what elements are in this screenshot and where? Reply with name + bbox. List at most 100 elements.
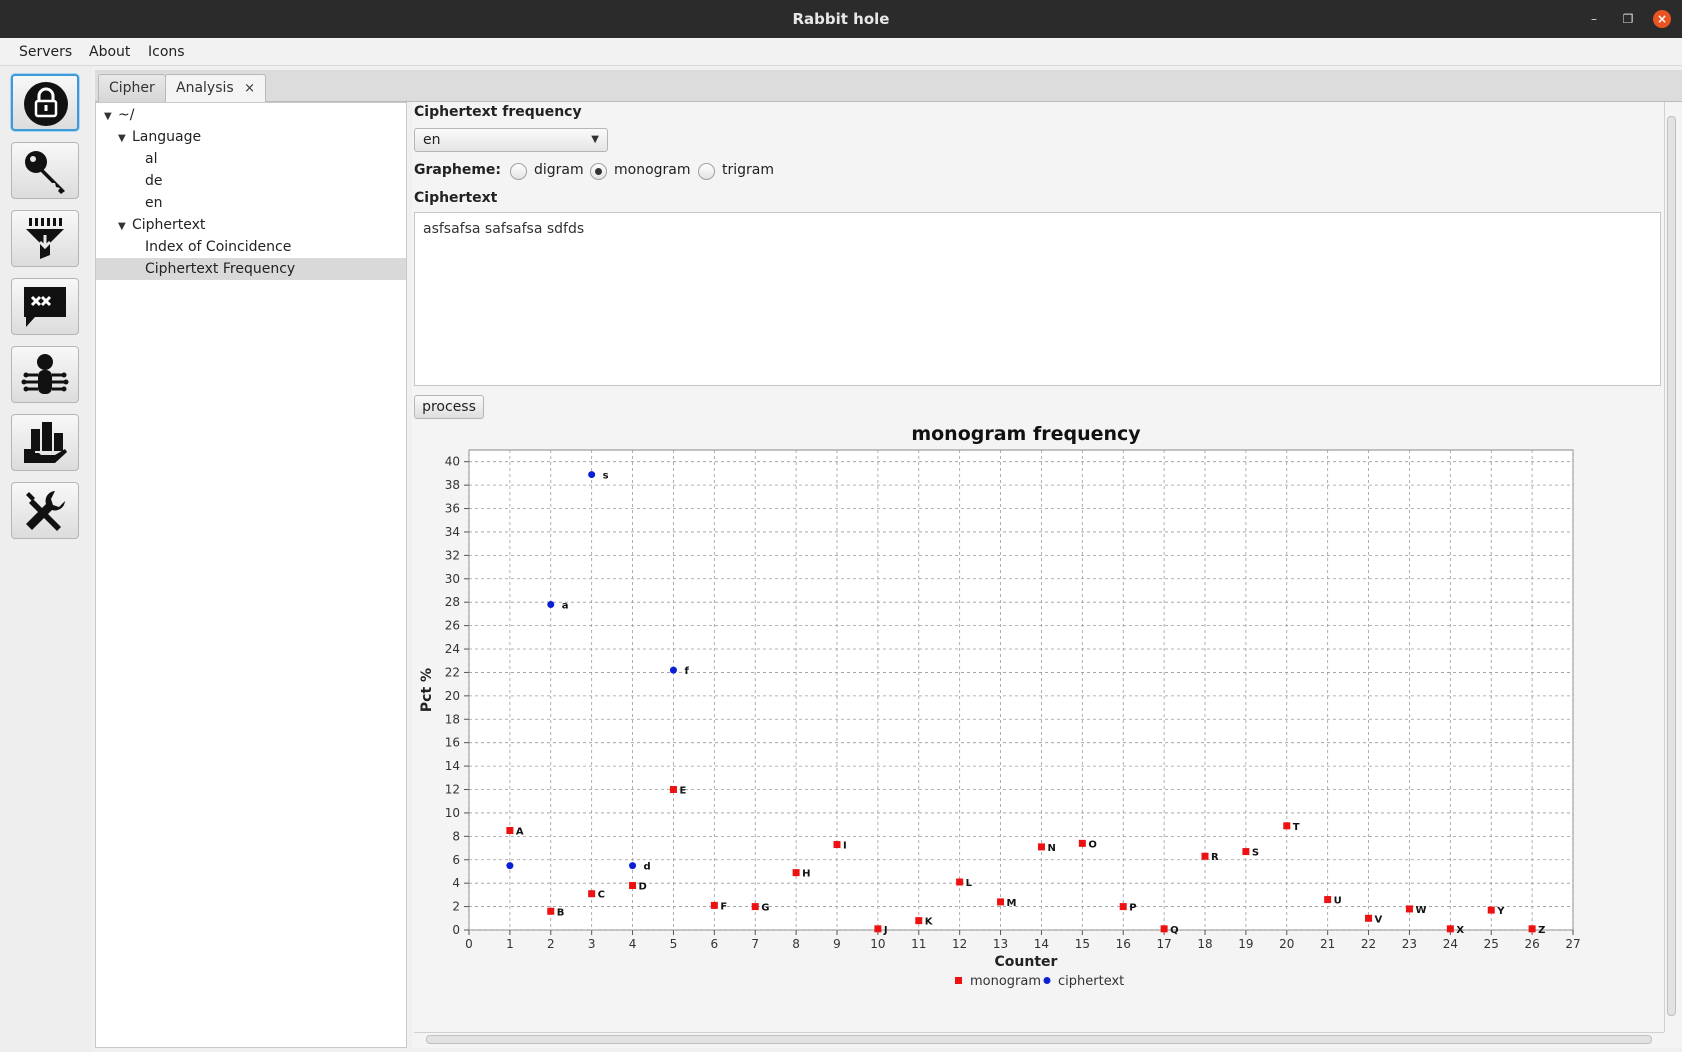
vertical-scrollbar[interactable] bbox=[1664, 102, 1678, 1032]
tool-settings-button[interactable] bbox=[11, 482, 79, 539]
data-label-ciphertext: f bbox=[684, 666, 689, 677]
y-tick-label: 12 bbox=[445, 783, 460, 797]
tree-root[interactable]: ▼ ~/ bbox=[96, 104, 406, 126]
data-point-ciphertext bbox=[669, 666, 677, 674]
x-tick-label: 18 bbox=[1197, 937, 1212, 951]
tree-language-al[interactable]: al bbox=[145, 151, 158, 167]
tool-bug-button[interactable] bbox=[11, 346, 79, 403]
expand-arrow-icon[interactable]: ▼ bbox=[118, 133, 126, 144]
data-point-monogram bbox=[915, 917, 923, 925]
x-tick-label: 4 bbox=[629, 937, 637, 951]
data-point-monogram bbox=[669, 786, 677, 794]
y-tick-label: 6 bbox=[452, 853, 460, 867]
data-label-monogram: T bbox=[1293, 822, 1300, 833]
radio-digram-label[interactable]: digram bbox=[534, 162, 584, 178]
ciphertext-title: Ciphertext bbox=[414, 190, 498, 206]
tree-language-en[interactable]: en bbox=[145, 195, 163, 211]
data-label-monogram: F bbox=[720, 901, 727, 912]
data-point-ciphertext bbox=[506, 862, 514, 870]
minimize-icon[interactable]: – bbox=[1591, 12, 1597, 26]
expand-arrow-icon[interactable]: ▼ bbox=[118, 221, 126, 232]
data-label-monogram: A bbox=[516, 826, 524, 837]
tool-hand-button[interactable] bbox=[11, 414, 79, 471]
tree-ciphertext-frequency[interactable]: Ciphertext Frequency bbox=[96, 258, 406, 280]
data-label-ciphertext: s bbox=[603, 471, 609, 482]
tab-close-icon[interactable]: × bbox=[244, 81, 256, 96]
data-point-monogram bbox=[751, 903, 759, 911]
tool-filter-button[interactable] bbox=[11, 210, 79, 267]
x-tick-label: 7 bbox=[751, 937, 759, 951]
x-tick-label: 21 bbox=[1320, 937, 1335, 951]
data-label-monogram: K bbox=[925, 917, 934, 928]
horizontal-scroll-thumb[interactable] bbox=[426, 1035, 1652, 1044]
tree-root-label: ~/ bbox=[118, 107, 135, 123]
x-tick-label: 17 bbox=[1156, 937, 1171, 951]
data-label-monogram: C bbox=[598, 890, 605, 901]
x-tick-label: 1 bbox=[506, 937, 514, 951]
menu-icons[interactable]: Icons bbox=[148, 44, 185, 60]
chevron-down-icon: ▼ bbox=[591, 134, 599, 145]
chart-title: monogram frequency bbox=[911, 423, 1141, 445]
tool-message-button[interactable] bbox=[11, 278, 79, 335]
tools-icon bbox=[26, 491, 65, 531]
frequency-panel: Ciphertext frequency en ▼ Grapheme: digr… bbox=[412, 102, 1682, 1048]
data-label-monogram: E bbox=[679, 786, 686, 797]
tree-index-of-coincidence[interactable]: Index of Coincidence bbox=[145, 239, 292, 255]
y-tick-label: 20 bbox=[445, 689, 460, 703]
data-point-monogram bbox=[710, 901, 718, 909]
expand-arrow-icon[interactable]: ▼ bbox=[104, 111, 112, 122]
plot-area bbox=[468, 449, 1574, 931]
tool-lock-button[interactable] bbox=[11, 74, 79, 131]
data-point-ciphertext bbox=[547, 601, 555, 609]
data-point-monogram bbox=[1037, 843, 1045, 851]
data-point-monogram bbox=[1324, 896, 1332, 904]
data-point-monogram bbox=[1487, 906, 1495, 914]
tab-cipher[interactable]: Cipher bbox=[98, 74, 166, 102]
legend-label-ciphertext: ciphertext bbox=[1058, 974, 1124, 989]
x-tick-label: 25 bbox=[1484, 937, 1499, 951]
close-window-icon[interactable]: × bbox=[1653, 10, 1671, 28]
data-label-monogram: O bbox=[1088, 839, 1097, 850]
tree-language[interactable]: ▼ Language bbox=[96, 126, 406, 148]
legend-marker-monogram bbox=[955, 977, 962, 984]
tree-language-label: Language bbox=[132, 129, 202, 145]
x-tick-label: 0 bbox=[465, 937, 473, 951]
ciphertext-input[interactable]: asfsafsa safsafsa sdfds bbox=[414, 212, 1661, 386]
y-tick-label: 4 bbox=[452, 876, 460, 890]
data-label-monogram: X bbox=[1456, 925, 1464, 936]
tree-language-de[interactable]: de bbox=[145, 173, 163, 189]
radio-monogram-label[interactable]: monogram bbox=[614, 162, 691, 178]
data-point-monogram bbox=[547, 907, 555, 915]
tree-ciphertext[interactable]: ▼ Ciphertext bbox=[96, 214, 406, 236]
x-tick-label: 20 bbox=[1279, 937, 1294, 951]
data-label-monogram: V bbox=[1375, 914, 1383, 925]
menu-servers[interactable]: Servers bbox=[19, 44, 73, 60]
vertical-scroll-thumb[interactable] bbox=[1667, 116, 1676, 1016]
tool-key-button[interactable] bbox=[11, 142, 79, 199]
x-tick-label: 27 bbox=[1565, 937, 1580, 951]
frequency-chart: monogram frequency 0 1 2 3 4 5 6 7 8 9 10 11 12 13 14 15… bbox=[414, 420, 1661, 1040]
tab-analysis[interactable]: Analysis × bbox=[165, 74, 267, 102]
data-point-monogram bbox=[629, 882, 637, 890]
radio-trigram-label[interactable]: trigram bbox=[722, 162, 774, 178]
data-point-monogram bbox=[506, 826, 514, 834]
x-axis-label: Counter bbox=[995, 954, 1058, 970]
maximize-icon[interactable]: ❐ bbox=[1622, 12, 1634, 26]
data-label-monogram: Q bbox=[1170, 925, 1179, 936]
data-point-monogram bbox=[588, 890, 596, 898]
radio-trigram[interactable] bbox=[698, 163, 715, 180]
language-select[interactable]: en ▼ bbox=[414, 128, 608, 152]
data-point-monogram bbox=[1365, 914, 1373, 922]
horizontal-scrollbar[interactable] bbox=[414, 1032, 1664, 1046]
y-tick-label: 36 bbox=[445, 502, 460, 516]
y-axis-label: Pct % bbox=[419, 668, 435, 712]
data-point-monogram bbox=[1405, 905, 1413, 913]
radio-monogram[interactable] bbox=[590, 163, 607, 180]
process-button[interactable]: process bbox=[414, 395, 484, 419]
menu-bar: Servers About Icons bbox=[0, 38, 1682, 66]
menu-about[interactable]: About bbox=[89, 44, 131, 60]
tool-sidebar bbox=[0, 66, 92, 1052]
data-label-monogram: N bbox=[1047, 843, 1055, 854]
radio-digram[interactable] bbox=[510, 163, 527, 180]
x-tick-label: 23 bbox=[1402, 937, 1417, 951]
